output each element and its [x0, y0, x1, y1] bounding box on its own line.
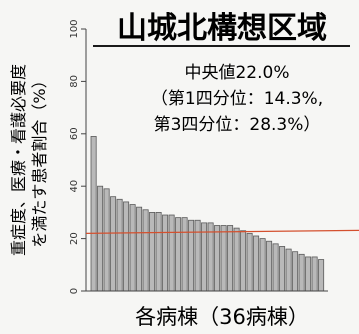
q3-annotation: 第3四分位：28.3%） — [154, 115, 321, 135]
bar-11 — [155, 211, 162, 292]
bar-26 — [253, 235, 260, 292]
bar-series — [90, 136, 325, 292]
bar-9 — [142, 209, 149, 292]
bar-35 — [311, 256, 318, 292]
bar-17 — [194, 219, 201, 292]
bar-20 — [214, 225, 221, 292]
bar-23 — [233, 227, 240, 292]
y-tick-label: 60 — [69, 127, 80, 140]
y-axis-label-line2: を満たす患者割合（%） — [30, 72, 49, 247]
bar-16 — [188, 219, 195, 292]
bar-33 — [298, 253, 305, 292]
bar-31 — [285, 248, 292, 292]
y-axis-label-line1: 重症度、医療・看護必要度 — [9, 64, 28, 256]
bar-21 — [220, 225, 227, 292]
y-tick-label: 40 — [69, 180, 80, 193]
y-tick-label: 0 — [69, 288, 80, 294]
bar-19 — [207, 222, 214, 292]
bar-5 — [116, 198, 123, 292]
median-annotation: 中央値22.0% — [184, 63, 289, 83]
bar-28 — [266, 240, 273, 292]
bar-13 — [168, 214, 175, 292]
median-reference-line — [85, 229, 359, 235]
bar-12 — [162, 214, 169, 292]
bar-6 — [123, 201, 130, 292]
chart-title: 山城北構想区域 — [117, 11, 327, 46]
bar-1 — [90, 136, 97, 292]
bar-2 — [97, 185, 104, 292]
bar-14 — [175, 217, 182, 292]
bar-22 — [227, 225, 234, 292]
bar-29 — [272, 243, 279, 292]
y-axis-ticks: 0 20 40 60 80 100 — [69, 19, 86, 294]
bar-34 — [305, 256, 312, 292]
bar-3 — [103, 188, 110, 292]
bar-7 — [129, 204, 136, 292]
bar-27 — [259, 238, 266, 292]
bar-18 — [201, 222, 208, 292]
bar-24 — [240, 230, 247, 292]
bar-4 — [110, 196, 117, 292]
q1-annotation: （第1四分位：14.3%, — [151, 89, 323, 109]
bar-32 — [292, 251, 299, 292]
bar-10 — [149, 211, 156, 292]
y-tick-label: 100 — [69, 19, 80, 38]
bar-30 — [279, 246, 286, 292]
bar-36 — [318, 259, 325, 292]
bar-25 — [246, 232, 253, 292]
bar-8 — [136, 206, 143, 292]
x-axis-label: 各病棟（36病棟） — [135, 305, 309, 329]
bar-15 — [181, 217, 188, 292]
y-tick-label: 20 — [69, 232, 80, 245]
y-tick-label: 80 — [69, 75, 80, 88]
